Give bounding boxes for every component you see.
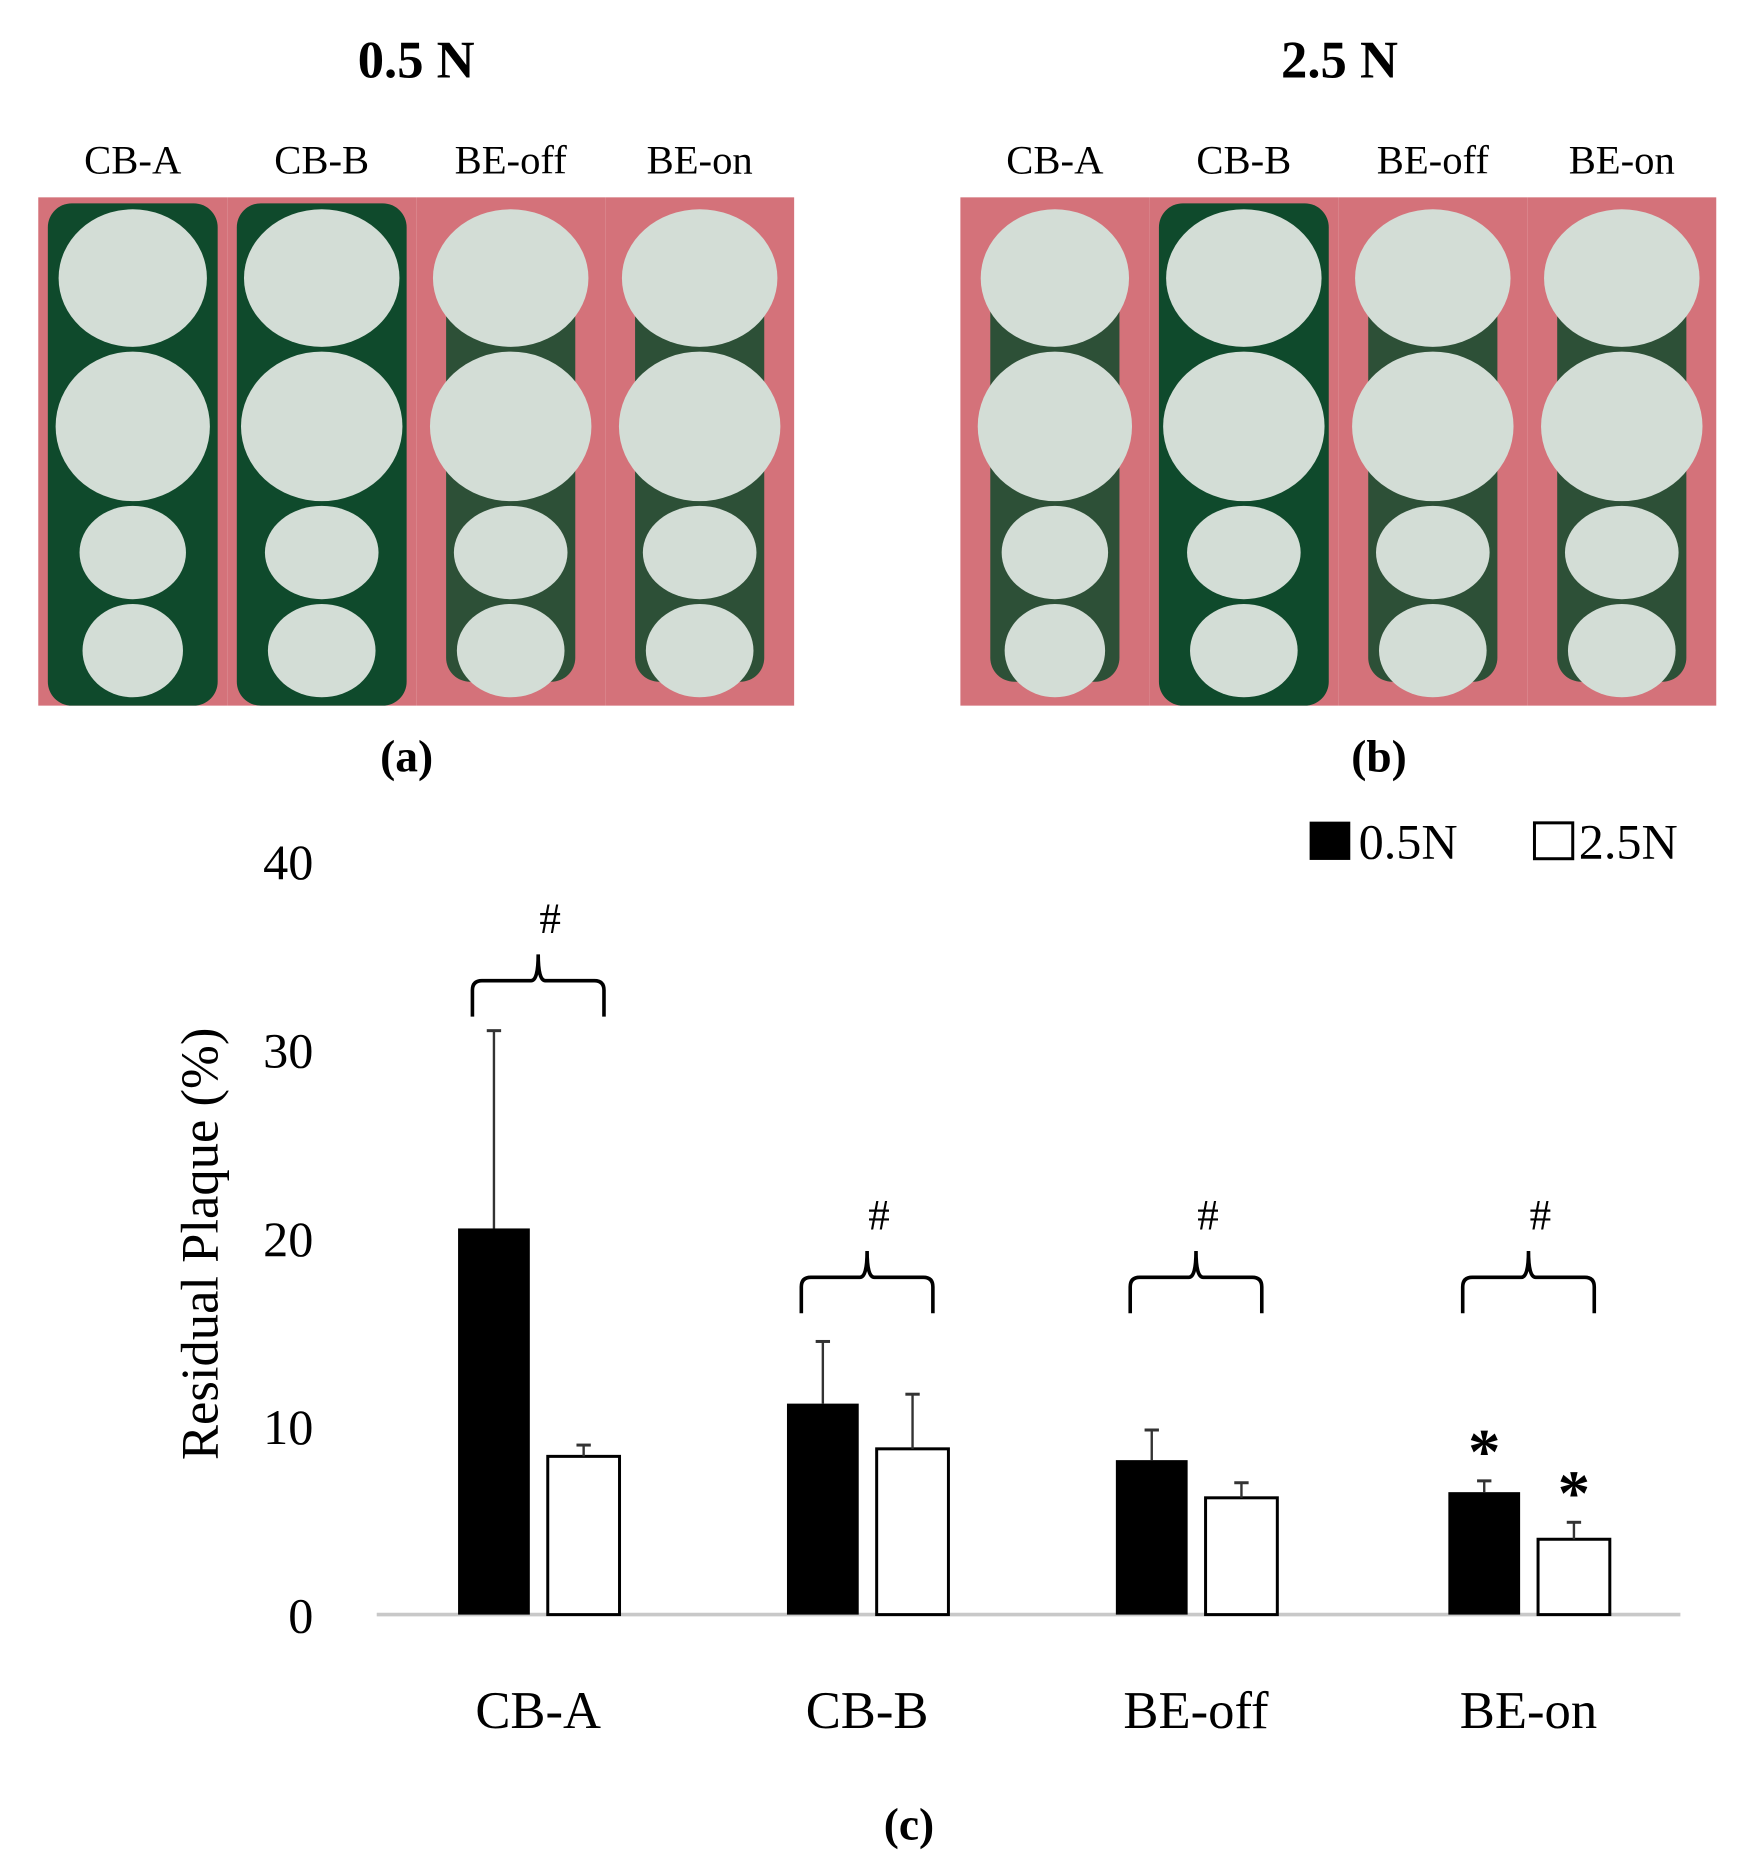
significance-asterisk: *	[1468, 1416, 1500, 1488]
bar	[1448, 1492, 1521, 1615]
legend-label-1: 2.5N	[1579, 814, 1678, 870]
x-tick-label: BE-off	[1123, 1682, 1269, 1740]
bar	[458, 1228, 530, 1615]
bar	[1204, 1496, 1279, 1617]
tooth-photo	[416, 197, 606, 706]
x-tick-label: CB-B	[806, 1682, 929, 1740]
tooth-photo	[960, 197, 1150, 706]
bar	[875, 1447, 950, 1617]
column-label: BE-off	[455, 137, 568, 182]
significance-bracket	[1460, 1251, 1597, 1314]
legend-swatch-1	[1532, 821, 1575, 861]
y-tick-label: 0	[288, 1588, 313, 1644]
significance-bracket	[799, 1251, 935, 1314]
tooth-photo	[38, 197, 228, 706]
tooth-photo	[1149, 197, 1339, 706]
bar	[786, 1403, 859, 1615]
y-tick-label: 10	[263, 1399, 313, 1455]
bar	[546, 1454, 622, 1617]
x-tick-label: CB-A	[475, 1682, 601, 1740]
tooth-photo	[605, 197, 795, 706]
tooth-photo	[227, 197, 417, 706]
significance-bracket	[1128, 1251, 1264, 1314]
significance-hash: #	[1197, 1192, 1219, 1239]
panel-a-caption: (a)	[380, 731, 433, 781]
column-label: CB-A	[84, 137, 182, 182]
significance-hash: #	[1530, 1192, 1552, 1239]
y-tick-label: 20	[263, 1211, 313, 1267]
significance-hash: #	[539, 896, 561, 943]
column-label: BE-on	[1569, 137, 1675, 182]
significance-hash: #	[868, 1192, 890, 1239]
significance-asterisk: *	[1558, 1457, 1590, 1529]
y-tick-label: 30	[263, 1022, 313, 1078]
tooth-photo	[1527, 197, 1717, 706]
photo-panel-a	[38, 197, 795, 706]
legend-swatch-0	[1309, 821, 1351, 860]
x-tick-label: BE-on	[1460, 1682, 1597, 1740]
bar	[1115, 1460, 1188, 1615]
photo-panel-b	[960, 197, 1717, 706]
y-axis-label: Residual Plaque (%)	[172, 1028, 230, 1460]
chart-caption: (c)	[884, 1799, 934, 1849]
tooth-photo	[1338, 197, 1528, 706]
panel-a-title: 0.5 N	[358, 32, 475, 90]
legend: 0.5N 2.5N	[1309, 814, 1678, 870]
bar	[1536, 1537, 1612, 1617]
column-label: BE-off	[1377, 137, 1490, 182]
bar-chart: Residual Plaque (%) 0 10 20 30 40 # # # # * * CB-…	[172, 814, 1681, 1849]
y-tick-label: 40	[263, 834, 313, 890]
column-label: CB-A	[1006, 137, 1104, 182]
legend-label-0: 0.5N	[1359, 814, 1458, 870]
column-label: BE-on	[647, 137, 753, 182]
column-label: CB-B	[274, 137, 369, 182]
significance-bracket	[470, 954, 606, 1017]
panel-b-caption: (b)	[1351, 731, 1407, 781]
column-label: CB-B	[1196, 137, 1291, 182]
panel-b-title: 2.5 N	[1281, 32, 1398, 90]
